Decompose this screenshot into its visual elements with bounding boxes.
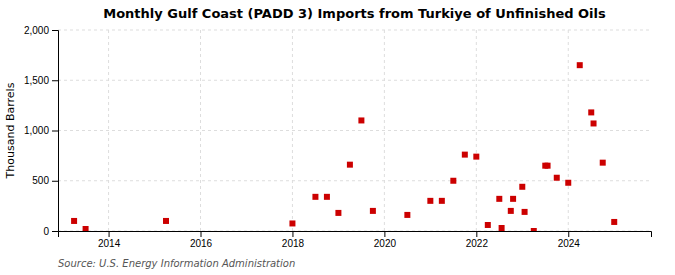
plot: 2014 2016 2018 2020 2022 2024 0 500 1,000 1,500 2,… bbox=[24, 25, 652, 249]
point bbox=[462, 152, 468, 158]
point bbox=[163, 218, 169, 224]
x-axis-tick: 2020 bbox=[374, 231, 397, 249]
y-axis-tick: 1,500 bbox=[24, 75, 58, 86]
point bbox=[565, 180, 571, 186]
y-axis-line bbox=[52, 31, 59, 232]
y-axis-tick-mark bbox=[52, 30, 58, 31]
y-axis-title: Thousand Barrels bbox=[4, 82, 17, 179]
y-axis-tick-label: 2,000 bbox=[24, 25, 49, 36]
point bbox=[289, 220, 295, 226]
x-axis-tick-mark bbox=[384, 231, 385, 237]
y-axis-tick-label: 500 bbox=[32, 175, 49, 186]
x-axis-tick-label: 2016 bbox=[190, 238, 213, 249]
point bbox=[83, 226, 89, 231]
point bbox=[485, 222, 491, 228]
y-axis-tick-label: 1,000 bbox=[24, 125, 49, 136]
point bbox=[450, 178, 456, 184]
point bbox=[611, 219, 617, 225]
y-axis-tick-mark bbox=[52, 181, 58, 182]
point bbox=[427, 198, 433, 204]
y-axis-tick: 2,000 bbox=[24, 25, 58, 36]
point bbox=[358, 117, 364, 123]
point bbox=[531, 228, 537, 231]
source-note: Source: U.S. Energy Information Administ… bbox=[58, 258, 295, 269]
chart: 2014 2016 2018 2020 2022 2024 0 500 1,000 1,500 2,… bbox=[0, 0, 675, 275]
x-axis-tick-mark bbox=[476, 231, 477, 237]
y-axis-tick: 0 bbox=[43, 226, 58, 237]
x-axis-tick-label: 2024 bbox=[558, 238, 581, 249]
y-axis-tick: 1,000 bbox=[24, 125, 58, 136]
y-axis: 0 500 1,000 1,500 2,000 bbox=[24, 25, 59, 237]
point bbox=[510, 196, 516, 202]
point bbox=[370, 208, 376, 214]
grid-line bbox=[58, 180, 651, 181]
x-axis-tick: 2016 bbox=[190, 231, 213, 249]
point bbox=[591, 120, 597, 126]
title: Monthly Gulf Coast (PADD 3) Imports from… bbox=[103, 6, 606, 21]
grid-line bbox=[200, 30, 201, 231]
point bbox=[545, 163, 551, 169]
x-axis-tick-mark bbox=[201, 231, 202, 237]
x-axis-tick-mark bbox=[109, 231, 110, 237]
x-axis-tick-label: 2014 bbox=[98, 238, 121, 249]
x-axis-tick: 2024 bbox=[558, 231, 581, 249]
y-axis-tick: 500 bbox=[32, 175, 58, 186]
y-axis-tick-label: 0 bbox=[43, 226, 49, 237]
point bbox=[71, 218, 77, 224]
x-axis-tick-label: 2020 bbox=[374, 238, 397, 249]
point bbox=[554, 175, 560, 181]
grid-line bbox=[58, 30, 651, 31]
point bbox=[577, 62, 583, 68]
x-axis-tick-label: 2022 bbox=[466, 238, 489, 249]
y-axis-tick-mark bbox=[52, 231, 58, 232]
x-axis-tick: 2018 bbox=[282, 231, 305, 249]
grid bbox=[58, 30, 651, 231]
y-axis-tick-mark bbox=[52, 131, 58, 132]
x-axis-tick: 2022 bbox=[466, 231, 489, 249]
x-axis-tick-mark bbox=[292, 231, 293, 237]
grid-line bbox=[58, 80, 651, 81]
grid-line bbox=[476, 30, 477, 231]
y-axis-tick-label: 1,500 bbox=[24, 75, 49, 86]
points bbox=[71, 62, 617, 231]
point bbox=[496, 196, 502, 202]
point bbox=[347, 162, 353, 168]
x-axis-line bbox=[59, 232, 652, 238]
point bbox=[600, 160, 606, 166]
point bbox=[519, 184, 525, 190]
point bbox=[588, 109, 594, 115]
point bbox=[324, 194, 330, 200]
y-axis-tick-mark bbox=[52, 80, 58, 81]
point bbox=[312, 194, 318, 200]
x-axis-tick-mark bbox=[568, 231, 569, 237]
x-axis: 2014 2016 2018 2020 2022 2024 bbox=[59, 231, 652, 249]
point bbox=[335, 210, 341, 216]
grid-line bbox=[58, 130, 651, 131]
point bbox=[439, 198, 445, 204]
point bbox=[522, 209, 528, 215]
x-axis-tick-label: 2018 bbox=[282, 238, 305, 249]
x-axis-tick: 2014 bbox=[98, 231, 121, 249]
point bbox=[404, 212, 410, 218]
point bbox=[499, 225, 505, 231]
point bbox=[473, 154, 479, 160]
point bbox=[508, 208, 514, 214]
